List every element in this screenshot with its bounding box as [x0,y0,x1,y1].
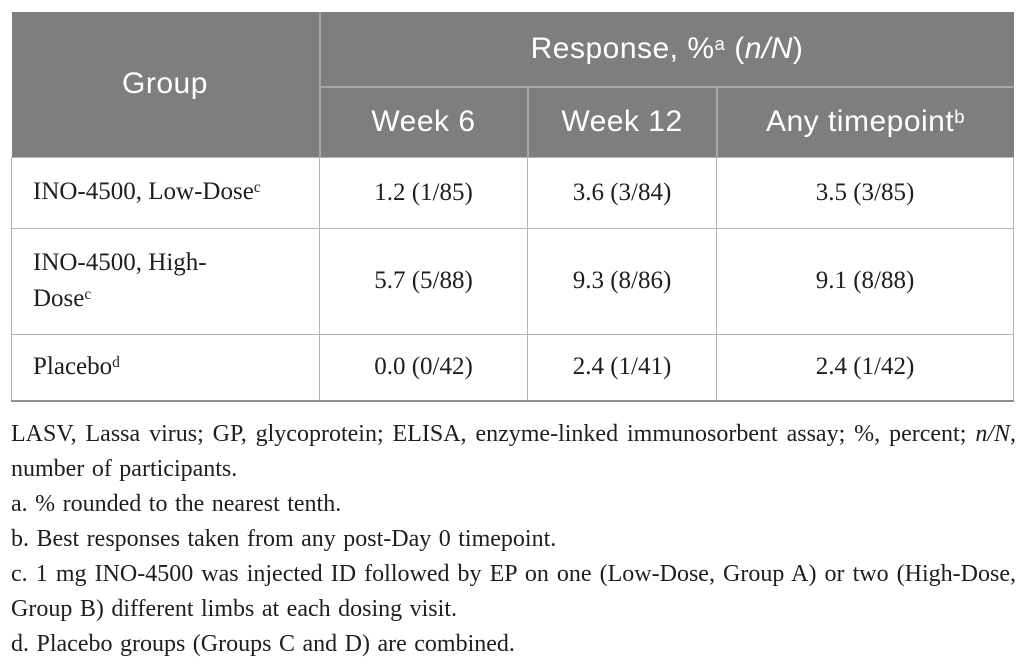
table-row: INO-4500, High- Dosec 5.7 (5/88) 9.3 (8/86)… [11,227,1014,335]
response-n-over-N: n/N [744,32,793,65]
value-cell: 9.1 (8/88) [716,227,1014,335]
table-body: INO-4500, Low-Dosec 1.2 (1/85) 3.6 (3/84) 3… [11,156,1014,402]
footnote-marker-d: d [112,354,120,372]
table-row: INO-4500, Low-Dosec 1.2 (1/85) 3.6 (3/84) 3… [11,156,1014,229]
response-paren-open: ( [725,32,745,65]
value-cell: 0.0 (0/42) [319,333,528,402]
footnote-marker-b: b [954,105,966,127]
footnote-line: b. Best responses taken from any post-Da… [11,526,557,552]
week12-column-header: Week 12 [526,87,717,157]
value-cell: 9.3 (8/86) [527,227,717,335]
group-cell: INO-4500, High- Dosec [11,227,320,335]
value-cell: 2.4 (1/42) [716,333,1014,402]
value-cell: 5.7 (5/88) [319,227,528,335]
footnote-marker-c: c [84,286,92,304]
response-paren-close: ) [792,32,804,65]
footnote-line: a. % rounded to the nearest tenth. [11,491,342,517]
response-table: Group Response, %a (n/N) Week 6 Week 12 … [11,12,1014,402]
any-timepoint-column-header: Any timepointb [715,87,1014,157]
group-column-header: Group [11,12,321,157]
value-cell: 1.2 (1/85) [319,156,528,229]
value-cell: 3.5 (3/85) [716,156,1014,229]
week6-column-header: Week 6 [319,87,528,157]
footnote-line: d. Placebo groups (Groups C and D) are c… [11,631,515,657]
header-row-timepoints: Week 6 Week 12 Any timepointb [12,87,1014,157]
footnote-line: c. 1 mg INO-4500 was injected ID followe… [11,561,1016,622]
header-row-response: Group Response, %a (n/N) [11,12,1014,157]
response-label: Response, % [530,32,715,65]
response-column-group-header: Response, %a (n/N) [319,12,1014,88]
group-cell: INO-4500, Low-Dosec [11,156,320,229]
table-header: Group Response, %a (n/N) Week 6 Week 12 … [11,12,1014,157]
group-cell: Placebod [11,333,320,402]
value-cell: 2.4 (1/41) [527,333,717,402]
footnote-marker-a: a [714,32,726,54]
footnote-marker-c: c [253,179,261,197]
footnote-line: LASV, Lassa virus; GP, glycoprotein; ELI… [11,421,1016,482]
table-row: Placebod 0.0 (0/42) 2.4 (1/41) 2.4 (1/42) [11,333,1014,402]
any-timepoint-label: Any timepoint [765,105,955,139]
footnotes: LASV, Lassa virus; GP, glycoprotein; ELI… [11,417,1016,662]
value-cell: 3.6 (3/84) [527,156,717,229]
